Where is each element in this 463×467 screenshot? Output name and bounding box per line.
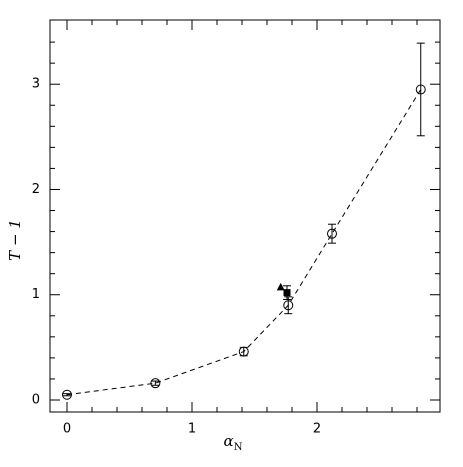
point	[283, 289, 291, 297]
x-tick-label: 0	[63, 422, 71, 437]
x-tick-label: 2	[313, 422, 321, 437]
point	[150, 378, 161, 389]
point	[327, 228, 337, 239]
point	[62, 389, 72, 400]
y-tick-label: 3	[32, 77, 40, 92]
x-label-symbol: α	[224, 432, 234, 450]
point	[276, 282, 285, 291]
y-tick-label: 1	[32, 287, 40, 302]
y-axis-label: T − 1	[6, 219, 24, 261]
y-tick-label: 0	[32, 393, 40, 408]
x-tick-label: 1	[188, 422, 196, 437]
x-label-subscript: N	[234, 442, 243, 453]
point	[238, 346, 249, 357]
point	[415, 84, 426, 95]
plot-frame	[49, 19, 441, 413]
point	[283, 300, 294, 311]
dashed-line	[66, 89, 422, 396]
x-axis-label: αN	[224, 432, 243, 453]
y-tick-label: 2	[32, 182, 40, 197]
